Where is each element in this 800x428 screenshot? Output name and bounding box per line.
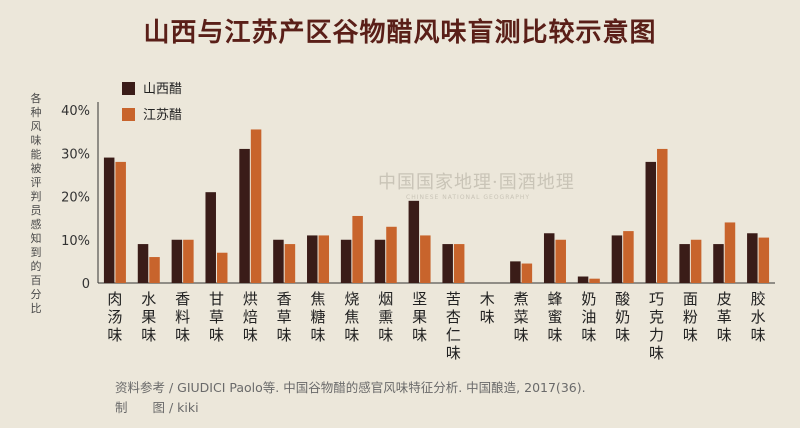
y-tick-label: 20% bbox=[61, 191, 90, 206]
bar-shanxi bbox=[171, 239, 183, 283]
y-tick-label: 10% bbox=[61, 234, 90, 249]
watermark-sub: CHINESE NATIONAL GEOGRAPHY bbox=[406, 194, 531, 201]
bar-jiangsu bbox=[623, 231, 634, 283]
x-tick-label: 皮革味 bbox=[717, 290, 732, 344]
bar-jiangsu bbox=[318, 235, 330, 283]
bar-shanxi bbox=[747, 233, 758, 283]
bar-shanxi bbox=[239, 148, 250, 283]
chart-title: 山西与江苏产区谷物醋风味盲测比较示意图 bbox=[143, 18, 657, 48]
x-tick-label: 甘草味 bbox=[209, 290, 224, 344]
bar-shanxi bbox=[442, 244, 453, 283]
bar-jiangsu bbox=[149, 257, 160, 283]
bar-jiangsu bbox=[453, 244, 465, 283]
legend-label: 江苏醋 bbox=[143, 107, 182, 123]
bar-jiangsu bbox=[589, 278, 600, 283]
bar-jiangsu bbox=[657, 148, 668, 283]
bar-shanxi bbox=[137, 244, 149, 283]
bar-jiangsu bbox=[420, 235, 431, 283]
x-tick-label: 坚果味 bbox=[412, 290, 427, 344]
legend-label: 山西醋 bbox=[143, 81, 182, 97]
x-tick-label: 水果味 bbox=[141, 290, 156, 344]
x-tick-label: 苦杏仁味 bbox=[446, 290, 461, 362]
x-tick-label: 奶油味 bbox=[581, 290, 596, 344]
x-tick-label: 焦糖味 bbox=[311, 290, 326, 344]
bar-jiangsu bbox=[216, 252, 228, 283]
bar-shanxi bbox=[713, 244, 724, 283]
x-tick-label: 酸奶味 bbox=[615, 290, 630, 344]
bar-jiangsu bbox=[521, 263, 533, 283]
bar-shanxi bbox=[611, 235, 623, 283]
bar-jiangsu bbox=[183, 239, 194, 283]
x-tick-label: 烧焦味 bbox=[344, 290, 359, 344]
x-tick-label: 蜂蜜味 bbox=[547, 290, 562, 344]
x-tick-label: 肉汤味 bbox=[107, 290, 122, 344]
bar-shanxi bbox=[374, 239, 386, 283]
bar-jiangsu bbox=[352, 215, 363, 283]
bar-jiangsu bbox=[690, 239, 702, 283]
bar-jiangsu bbox=[115, 161, 126, 283]
bar-shanxi bbox=[408, 200, 420, 283]
x-tick-label: 木味 bbox=[480, 290, 495, 326]
bar-shanxi bbox=[679, 244, 690, 283]
x-tick-label: 巧克力味 bbox=[649, 290, 664, 362]
bar-jiangsu bbox=[386, 226, 397, 283]
x-tick-label: 香料味 bbox=[175, 290, 190, 344]
y-tick-label: 40% bbox=[61, 104, 90, 119]
x-tick-label: 烟熏味 bbox=[378, 290, 393, 344]
y-tick-label: 0 bbox=[82, 277, 90, 292]
bar-jiangsu bbox=[284, 244, 296, 283]
y-axis-label: 各种风味能被评判员感知到的百分比 bbox=[30, 92, 42, 315]
legend-swatch bbox=[122, 108, 135, 121]
x-tick-label: 煮菜味 bbox=[514, 290, 529, 344]
x-tick-label: 香草味 bbox=[277, 290, 292, 344]
x-tick-label: 烘焙味 bbox=[243, 290, 258, 344]
bar-jiangsu bbox=[250, 129, 262, 283]
legend-swatch bbox=[122, 82, 135, 95]
y-tick-label: 30% bbox=[61, 147, 90, 162]
credit-note: 制 图 / kiki bbox=[115, 400, 199, 415]
bar-shanxi bbox=[307, 235, 318, 283]
bar-shanxi bbox=[340, 239, 352, 283]
bar-shanxi bbox=[103, 157, 115, 283]
x-tick-label: 面粉味 bbox=[683, 290, 698, 344]
bar-shanxi bbox=[577, 276, 589, 283]
watermark: 中国国家地理·国酒地理 bbox=[378, 172, 575, 193]
bar-jiangsu bbox=[724, 222, 736, 283]
bar-shanxi bbox=[543, 233, 555, 283]
bar-jiangsu bbox=[555, 239, 566, 283]
bar-shanxi bbox=[205, 192, 216, 283]
bar-shanxi bbox=[273, 239, 284, 283]
bar-jiangsu bbox=[758, 237, 770, 283]
bar-shanxi bbox=[510, 261, 521, 283]
source-note: 资料参考 / GIUDICI Paolo等. 中国谷物醋的感官风味特征分析. 中… bbox=[115, 380, 586, 395]
x-tick-label: 胶水味 bbox=[751, 290, 766, 344]
footer: 资料参考 / GIUDICI Paolo等. 中国谷物醋的感官风味特征分析. 中… bbox=[115, 378, 586, 418]
bar-shanxi bbox=[645, 161, 657, 283]
